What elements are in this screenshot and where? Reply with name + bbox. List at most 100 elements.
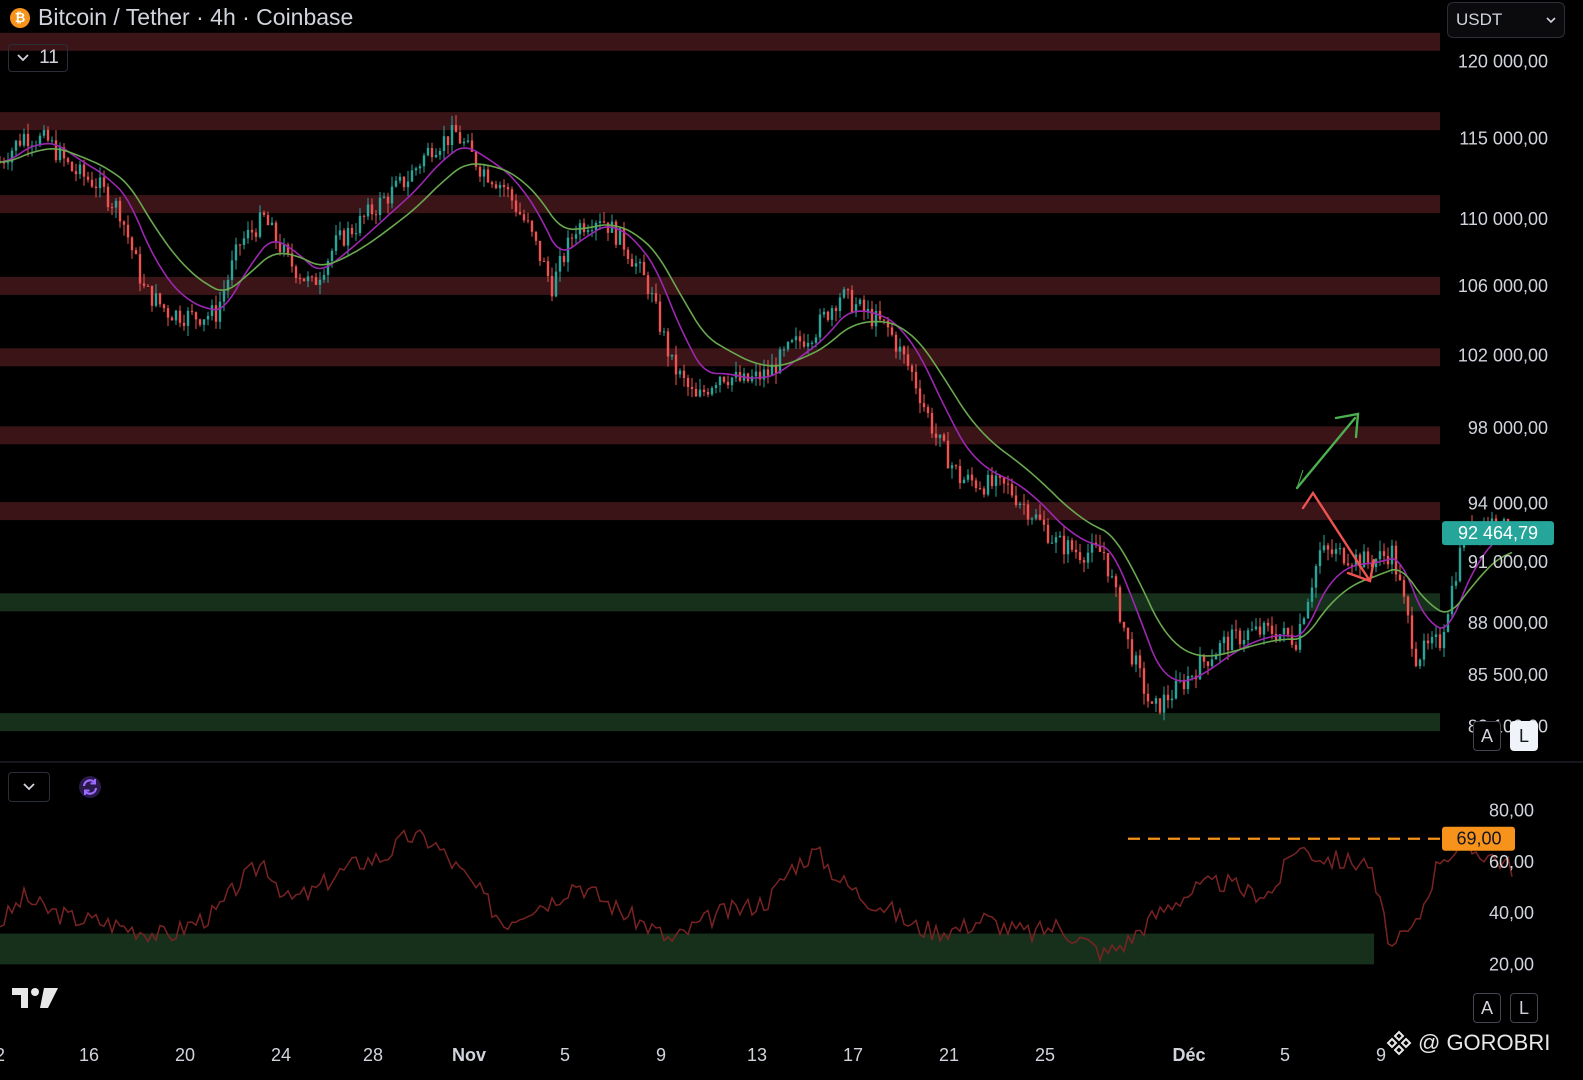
candle-body xyxy=(1086,552,1090,563)
refresh-icon[interactable] xyxy=(78,775,102,799)
price-tick-label: 110 000,00 xyxy=(1459,209,1548,229)
candle-body xyxy=(538,240,542,261)
candle-body xyxy=(890,327,894,335)
time-tick-label: 13 xyxy=(747,1045,767,1065)
candle-body xyxy=(562,255,566,263)
candle-body xyxy=(586,230,590,233)
price-tick-label: 115 000,00 xyxy=(1459,128,1548,148)
currency-select[interactable]: USDT xyxy=(1447,2,1565,38)
candle-body xyxy=(1018,503,1022,506)
candle-body xyxy=(1318,550,1322,567)
candle-body xyxy=(114,200,118,208)
candle-body xyxy=(18,140,22,146)
candle-body xyxy=(1414,648,1418,667)
candle-body xyxy=(1222,636,1226,644)
time-tick-label: 5 xyxy=(1280,1045,1290,1065)
candle-body xyxy=(1262,622,1266,635)
time-tick-label: 20 xyxy=(175,1045,195,1065)
candle-body xyxy=(1102,551,1106,554)
candle-body xyxy=(1230,629,1234,651)
chevron-down-icon xyxy=(17,54,29,62)
candle-body xyxy=(106,186,110,208)
candle-body xyxy=(590,230,594,232)
candle-body xyxy=(850,289,854,313)
candle-body xyxy=(354,233,358,235)
candle-body xyxy=(726,381,730,386)
candle-body xyxy=(202,319,206,325)
candle-body xyxy=(874,311,878,327)
candle-body xyxy=(546,261,550,277)
current-price-label: 92 464,79 xyxy=(1458,523,1538,543)
candle-body xyxy=(318,279,322,285)
candle-body xyxy=(1166,694,1170,701)
candle-body xyxy=(154,293,158,306)
candle-body xyxy=(46,129,50,141)
rsi-auto-scale-button[interactable]: A xyxy=(1473,993,1501,1023)
candle-body xyxy=(650,293,654,295)
candle-body xyxy=(90,179,94,187)
current-price-badge xyxy=(1442,521,1554,546)
auto-scale-button[interactable]: A xyxy=(1473,721,1501,751)
candle-body xyxy=(1342,548,1346,564)
candle-body xyxy=(1158,698,1162,713)
ema-slow-line xyxy=(0,147,1513,657)
candle-body xyxy=(1238,630,1242,645)
chart-title: ₿ Bitcoin / Tether · 4h · Coinbase xyxy=(10,4,362,31)
price-tick-label: 88 000,00 xyxy=(1468,613,1548,633)
candle-body xyxy=(1186,676,1190,690)
time-tick-label: 28 xyxy=(363,1045,383,1065)
candle-body xyxy=(226,280,230,291)
candle-body xyxy=(722,376,726,382)
candle-body xyxy=(134,250,138,255)
candle-body xyxy=(358,215,362,234)
candle-body xyxy=(298,277,302,279)
rsi-collapse-button[interactable] xyxy=(8,772,50,802)
candle-body xyxy=(246,229,250,239)
candle-body xyxy=(862,299,866,312)
indicators-toggle-button[interactable]: 11 xyxy=(8,44,68,72)
candle-body xyxy=(1190,675,1194,677)
candle-body xyxy=(470,140,474,152)
candle-body xyxy=(86,176,90,180)
candle-body xyxy=(230,260,234,281)
candle-body xyxy=(910,365,914,372)
rsi-log-scale-button[interactable]: L xyxy=(1510,993,1538,1023)
candle-body xyxy=(1146,693,1150,702)
candle-body xyxy=(422,155,426,167)
support-zone xyxy=(0,713,1440,732)
candle-body xyxy=(282,244,286,253)
candle-body xyxy=(690,387,694,389)
candle-body xyxy=(506,187,510,190)
candle-body xyxy=(834,308,838,311)
candle-body xyxy=(222,290,226,302)
candle-body xyxy=(1098,545,1102,552)
candle-body xyxy=(1118,587,1122,622)
watermark-text: @ GOROBRI xyxy=(1418,1030,1551,1055)
candle-body xyxy=(450,125,454,146)
candle-body xyxy=(770,364,774,376)
candle-body xyxy=(438,151,442,155)
log-scale-button[interactable]: L xyxy=(1510,721,1538,751)
candle-body xyxy=(1250,629,1254,631)
candle-body xyxy=(78,164,82,175)
candle-body xyxy=(966,474,970,480)
candle-body xyxy=(958,466,962,484)
candle-body xyxy=(322,274,326,280)
candle-body xyxy=(346,228,350,246)
candle-body xyxy=(626,249,630,259)
candle-body xyxy=(1154,698,1158,704)
candle-body xyxy=(718,376,722,386)
candle-body xyxy=(1418,659,1422,667)
candle-body xyxy=(662,331,666,333)
candle-body xyxy=(678,370,682,375)
candle-body xyxy=(1082,560,1086,563)
indicator-count: 11 xyxy=(39,47,59,68)
chevron-down-icon xyxy=(23,783,35,791)
candle-body xyxy=(778,349,782,374)
candle-body xyxy=(758,371,762,380)
candle-body xyxy=(854,304,858,313)
candle-body xyxy=(914,371,918,389)
candle-body xyxy=(818,314,822,338)
candle-body xyxy=(622,228,626,250)
